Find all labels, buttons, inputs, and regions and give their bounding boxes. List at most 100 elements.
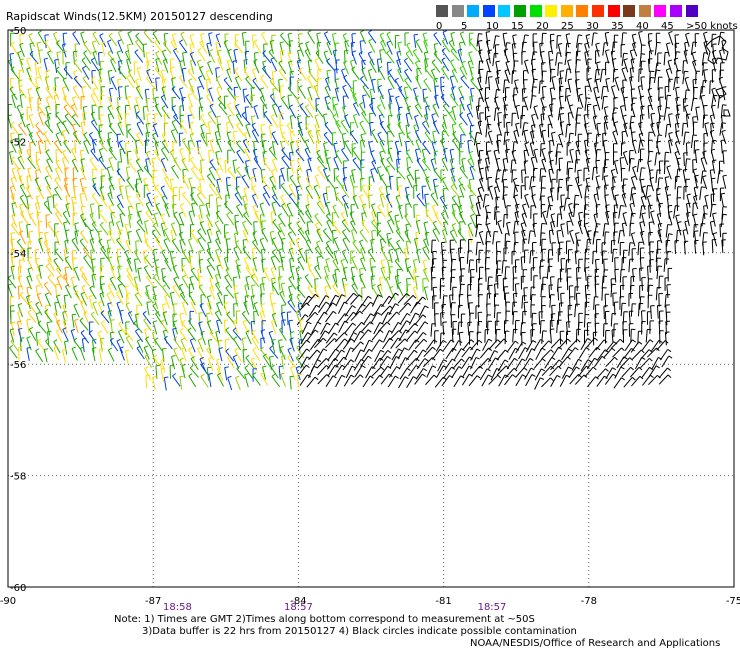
wind-barb [54, 302, 58, 316]
wind-barb [523, 97, 529, 111]
wind-barb-feather [281, 131, 286, 135]
wind-barb [587, 79, 592, 93]
wind-barb-feather [289, 257, 294, 260]
wind-barb [567, 185, 569, 199]
wind-barb-feather [189, 275, 194, 279]
wind-barb [315, 106, 324, 118]
wind-barb-feather [422, 32, 428, 35]
wind-barb-feather [79, 193, 85, 195]
wind-barb [693, 231, 697, 245]
wind-barb [207, 303, 213, 316]
wind-barb-feather [207, 228, 212, 231]
wind-barb [325, 187, 328, 201]
wind-barb [44, 122, 54, 134]
wind-barb-feather [530, 230, 535, 232]
wind-barb [684, 78, 690, 92]
wind-barb-feather [188, 114, 193, 116]
wind-barb [349, 213, 356, 226]
wind-barb [151, 177, 157, 191]
wind-barb-feather [477, 76, 482, 79]
wind-barb-feather [386, 185, 391, 188]
wind-barb [235, 187, 243, 200]
wind-barb [163, 230, 171, 243]
wind-barb [380, 260, 386, 274]
wind-barb-feather [245, 75, 250, 80]
wind-barb [117, 266, 121, 280]
wind-barb-feather [268, 146, 273, 150]
wind-barb [155, 204, 163, 217]
wind-barb [91, 42, 98, 55]
wind-barb-feather [550, 87, 555, 89]
wind-barb-feather [26, 204, 31, 207]
wind-barb-feather [666, 107, 671, 109]
wind-barb-feather [720, 31, 725, 34]
wind-barb-feather [153, 273, 157, 278]
wind-barb [287, 233, 296, 246]
wind-barb-feather [335, 175, 340, 179]
wind-barb-feather [630, 158, 635, 160]
wind-barb [215, 284, 223, 296]
wind-barb [153, 276, 163, 288]
wind-barb [200, 116, 208, 128]
wind-barb [234, 70, 243, 82]
wind-barb [501, 169, 505, 183]
wind-barb-feather [442, 38, 446, 42]
wind-barb [62, 79, 70, 92]
wind-barb-feather [243, 228, 248, 232]
wind-barb-feather [466, 112, 471, 116]
wind-barb [486, 224, 492, 238]
wind-barb [683, 131, 686, 145]
wind-barb-feather [252, 257, 258, 260]
wind-barb [161, 51, 168, 64]
wind-barb [135, 98, 141, 111]
wind-barb-feather [47, 50, 52, 54]
wind-barb [656, 122, 660, 136]
wind-barb [171, 167, 180, 179]
wind-barb [46, 97, 51, 111]
wind-barb [135, 41, 144, 53]
wind-barb [71, 314, 75, 328]
wind-barb [72, 187, 77, 200]
wind-barb-feather [406, 149, 411, 152]
wind-barb [497, 221, 503, 235]
wind-barb-feather [443, 103, 447, 107]
wind-barb [512, 60, 515, 74]
wind-barb-feather [135, 78, 140, 81]
wind-barb [125, 304, 133, 317]
wind-barb [189, 35, 195, 49]
wind-barb [351, 68, 360, 80]
wind-barb [89, 214, 97, 227]
wind-barb [665, 95, 668, 109]
wind-barb [377, 232, 387, 244]
wind-barb-feather [405, 258, 410, 260]
wind-barb-feather [469, 194, 474, 197]
wind-barb [245, 161, 249, 175]
wind-barb [205, 133, 208, 147]
wind-barb [269, 41, 274, 55]
wind-barb-feather [350, 86, 355, 90]
wind-barb-feather [37, 292, 42, 296]
wind-barb [124, 51, 132, 65]
wind-barb [341, 221, 351, 233]
wind-barb-feather [396, 58, 401, 62]
wind-barb [343, 285, 347, 298]
wind-barb-feather [55, 159, 60, 163]
wind-barb [54, 179, 63, 191]
wind-barb-feather [487, 49, 492, 52]
wind-barb-feather [468, 38, 473, 42]
wind-barb-feather [145, 97, 151, 100]
wind-barb-feather [134, 258, 139, 260]
wind-barb [343, 62, 349, 75]
wind-barb-feather [296, 96, 301, 99]
wind-barb [188, 239, 194, 253]
wind-barb [190, 168, 200, 180]
wind-barb [7, 115, 12, 129]
wind-barb [215, 250, 221, 263]
wind-barb-feather [64, 113, 69, 117]
wind-barb [371, 221, 381, 233]
wind-barb [604, 50, 610, 64]
wind-barb [512, 141, 515, 155]
wind-barb-feather [414, 114, 419, 118]
wind-barb [388, 104, 393, 118]
wind-barb-feather [207, 241, 212, 244]
